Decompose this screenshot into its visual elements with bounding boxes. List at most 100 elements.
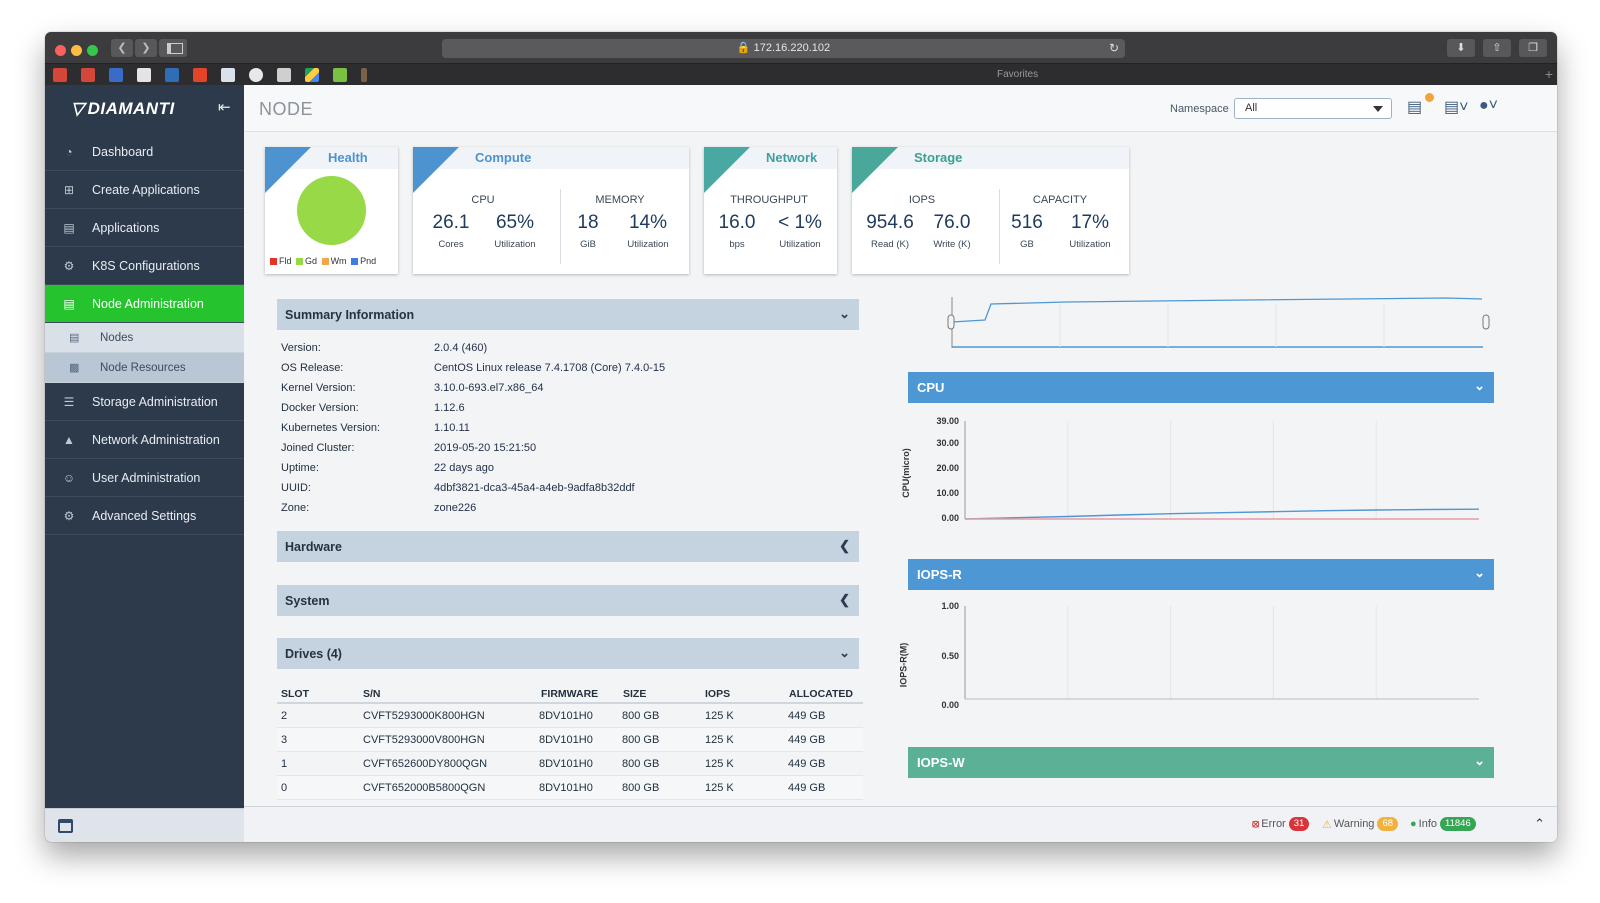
column-header-firmware[interactable]: FIRMWARE	[541, 688, 599, 700]
health-card: Health Fld Gd Wm Pnd	[265, 147, 398, 274]
navigator-series-line	[951, 297, 1483, 323]
sidebar-item-node-administration[interactable]: ▤ Node Administration	[45, 285, 244, 323]
table-row[interactable]: 3 CVFT5293000V800HGN 8DV101H0 800 GB 125…	[277, 728, 863, 752]
kubernetes-favicon-icon[interactable]	[221, 68, 235, 82]
database-icon	[852, 147, 898, 193]
cpu-y-tick: 20.00	[936, 463, 959, 473]
help-doc-icon[interactable]: ▤˅	[1444, 99, 1469, 116]
minimize-window-button[interactable]	[71, 45, 82, 56]
cell-firmware: 8DV101H0	[539, 710, 593, 722]
sidebar-item-user-administration[interactable]: ☺ User Administration	[45, 459, 244, 497]
gmail-favicon-icon[interactable]	[53, 68, 67, 82]
calendar-favicon-icon[interactable]	[109, 68, 123, 82]
jira-favicon-icon[interactable]	[137, 68, 151, 82]
navigator-right-handle[interactable]	[1482, 314, 1490, 330]
error-status[interactable]: ⦻ Error 31	[1252, 817, 1310, 831]
table-row[interactable]: 2 CVFT5293000K800HGN 8DV101H0 800 GB 125…	[277, 704, 863, 728]
chevron-up-icon[interactable]: ⌃	[1534, 816, 1545, 831]
tasks-icon[interactable]: ▤	[1407, 99, 1423, 116]
forward-button[interactable]: ❯	[135, 39, 157, 57]
iops-r-y-tick: 1.00	[941, 601, 959, 611]
info-status[interactable]: ● Info 11846	[1410, 817, 1476, 831]
gears-icon: ⚙	[63, 259, 75, 273]
system-panel-header[interactable]: System ❮	[277, 585, 859, 616]
tabs-icon[interactable]: ❐	[1519, 39, 1547, 57]
new-tab-icon[interactable]: +	[1544, 66, 1553, 82]
navigator-left-handle[interactable]	[947, 314, 955, 330]
zoom-window-button[interactable]	[87, 45, 98, 56]
summary-key: Zone:	[281, 502, 310, 514]
bookmark-folder-icon[interactable]	[361, 68, 367, 82]
sidebar-item-label: K8S Configurations	[92, 259, 200, 273]
database-icon: ☰	[63, 395, 75, 409]
column-header-iops[interactable]: IOPS	[705, 688, 731, 700]
favorites-label: Favorites	[997, 69, 1039, 80]
sidebar-item-dashboard[interactable]: ◔ Dashboard	[45, 133, 244, 171]
warning-status[interactable]: ⚠ Warning 68	[1322, 817, 1399, 831]
sidebar-subitem-nodes[interactable]: ▤ Nodes	[45, 323, 244, 353]
capacity-unit: GB	[1020, 239, 1034, 250]
cell-size: 800 GB	[622, 758, 660, 770]
throughput-unit: bps	[729, 239, 745, 250]
mail-favicon-icon[interactable]	[81, 68, 95, 82]
summary-key: Kernel Version:	[281, 382, 356, 394]
cpu-util-value: 65%	[495, 212, 535, 233]
share-icon[interactable]: ⇧	[1483, 39, 1511, 57]
bookmark-favicon-icon[interactable]	[333, 68, 347, 82]
outlook-favicon-icon[interactable]	[165, 68, 179, 82]
sidebar-item-create-applications[interactable]: ⊞ Create Applications	[45, 171, 244, 209]
memory-heading: MEMORY	[595, 194, 645, 206]
card-header	[413, 147, 689, 169]
sidebar-item-advanced-settings[interactable]: ⚙ Advanced Settings	[45, 497, 244, 535]
sidebar-item-k8s-configurations[interactable]: ⚙ K8S Configurations	[45, 247, 244, 285]
column-header-size[interactable]: SIZE	[623, 688, 647, 700]
address-bar[interactable]: 🔒 172.16.220.102 ↻	[442, 39, 1125, 58]
sidebar-item-applications[interactable]: ▤ Applications	[45, 209, 244, 247]
jenkins-favicon-icon[interactable]	[277, 68, 291, 82]
column-header-allocated[interactable]: ALLOCATED	[789, 688, 853, 700]
table-row[interactable]: 1 CVFT652600DY800QGN 8DV101H0 800 GB 125…	[277, 752, 863, 776]
sidebar-item-network-administration[interactable]: ▲ Network Administration	[45, 421, 244, 459]
iops-r-chart-header[interactable]: IOPS-R ⌄	[908, 559, 1494, 590]
table-row[interactable]: 0 CVFT652000B5800QGN 8DV101H0 800 GB 125…	[277, 776, 863, 800]
summary-panel-title: Summary Information	[285, 308, 415, 322]
cell-iops: 125 K	[705, 758, 734, 770]
drives-panel-header[interactable]: Drives (4) ⌄	[277, 638, 859, 669]
info-count-badge: 11846	[1440, 817, 1476, 831]
cell-size: 800 GB	[622, 734, 660, 746]
browser-sidebar-toggle-icon[interactable]	[159, 39, 187, 57]
cpu-chart-header[interactable]: CPU ⌄	[908, 372, 1494, 403]
namespace-select[interactable]: All	[1234, 98, 1392, 119]
collapse-sidebar-icon[interactable]: ⇤	[218, 99, 231, 116]
summary-panel-header[interactable]: Summary Information ⌄	[277, 299, 859, 330]
network-icon: ▲	[63, 433, 75, 447]
sidebar-item-storage-administration[interactable]: ☰ Storage Administration	[45, 383, 244, 421]
error-label: Error	[1261, 818, 1286, 830]
time-range-navigator[interactable]	[947, 292, 1492, 352]
sidebar-item-label: Storage Administration	[92, 395, 218, 409]
column-header-slot[interactable]: SLOT	[281, 688, 309, 700]
sidebar-subitem-node-resources[interactable]: ▩ Node Resources	[45, 353, 244, 383]
cell-sn: CVFT652600DY800QGN	[363, 758, 488, 770]
iops-read-unit: Read (K)	[870, 239, 909, 250]
download-icon[interactable]: ⬇	[1447, 39, 1475, 57]
github-favicon-icon[interactable]	[249, 68, 263, 82]
column-header-sn[interactable]: S/N	[363, 688, 381, 700]
summary-value: 4dbf3821-dca3-45a4-a4eb-9adfa8b32ddf	[434, 482, 635, 494]
brand-logo[interactable]: ▽ DIAMANTI	[71, 99, 175, 119]
summary-key: Uptime:	[281, 462, 319, 474]
iops-w-chart-header[interactable]: IOPS-W ⌄	[908, 747, 1494, 778]
cpu-util-unit: Utilization	[494, 239, 536, 250]
user-avatar-icon[interactable]: ●˅	[1479, 97, 1499, 114]
back-button[interactable]: ❮	[111, 39, 133, 57]
close-window-button[interactable]	[55, 45, 66, 56]
reload-icon[interactable]: ↻	[1108, 41, 1119, 55]
throughput-util-unit: Utilization	[779, 239, 821, 250]
summary-value: zone226	[434, 502, 477, 514]
cell-slot: 1	[281, 758, 288, 770]
summary-value: 1.12.6	[434, 402, 465, 414]
gitlab-favicon-icon[interactable]	[193, 68, 207, 82]
hardware-panel-header[interactable]: Hardware ❮	[277, 531, 859, 562]
calendar-icon[interactable]	[58, 819, 73, 833]
drive-favicon-icon[interactable]	[305, 68, 319, 82]
